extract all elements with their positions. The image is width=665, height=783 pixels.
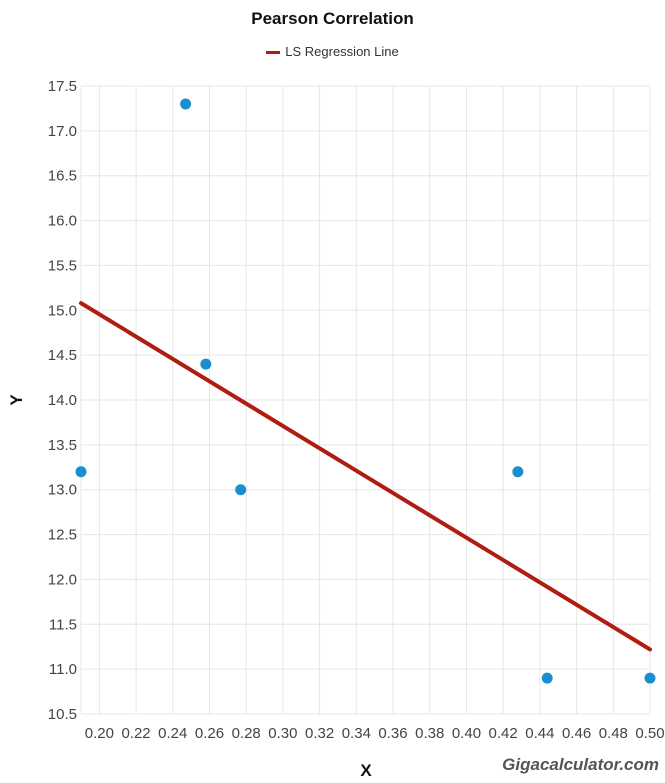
x-tick-label: 0.48	[599, 725, 628, 742]
legend-swatch-regression	[266, 51, 281, 55]
y-tick-label: 12.5	[48, 527, 77, 544]
legend-label-regression: LS Regression Line	[285, 44, 399, 59]
chart-title: Pearson Correlation	[251, 9, 414, 28]
y-tick-label: 15.0	[48, 302, 77, 319]
x-tick-label: 0.22	[121, 725, 150, 742]
x-tick-label: 0.30	[268, 725, 297, 742]
y-tick-label: 17.5	[48, 78, 77, 95]
y-axis-label: Y	[7, 394, 26, 406]
x-tick-label: 0.24	[158, 725, 187, 742]
x-tick-label: 0.36	[378, 725, 407, 742]
y-tick-label: 13.0	[48, 482, 77, 499]
y-tick-label: 13.5	[48, 437, 77, 454]
x-tick-label: 0.28	[232, 725, 261, 742]
y-tick-label: 10.5	[48, 706, 77, 723]
watermark: Gigacalculator.com	[502, 755, 659, 774]
y-tick-label: 11.5	[49, 616, 77, 633]
x-tick-label: 0.50	[635, 725, 664, 742]
scatter-point	[200, 358, 212, 370]
x-tick-label: 0.20	[85, 725, 114, 742]
y-tick-label: 17.0	[48, 123, 77, 140]
scatter-point	[541, 672, 553, 684]
x-tick-label: 0.34	[342, 725, 371, 742]
x-axis-label: X	[360, 761, 372, 780]
x-tick-label: 0.40	[452, 725, 481, 742]
x-tick-label: 0.42	[489, 725, 518, 742]
y-tick-label: 15.5	[48, 257, 77, 274]
scatter-point	[180, 98, 192, 110]
x-tick-label: 0.38	[415, 725, 444, 742]
x-tick-label: 0.44	[525, 725, 554, 742]
y-tick-label: 12.0	[48, 571, 77, 588]
legend[interactable]: LS Regression Line	[0, 44, 665, 59]
x-tick-label: 0.26	[195, 725, 224, 742]
y-tick-label: 16.5	[48, 168, 77, 185]
scatter-point	[644, 672, 656, 684]
regression-line	[79, 301, 652, 652]
y-tick-label: 11.0	[49, 661, 77, 678]
scatter-point	[235, 484, 247, 496]
scatter-point	[75, 466, 87, 478]
y-tick-label: 14.5	[48, 347, 77, 364]
y-tick-label: 14.0	[48, 392, 77, 409]
y-tick-label: 16.0	[48, 213, 77, 230]
x-tick-label: 0.32	[305, 725, 334, 742]
scatter-point	[512, 466, 524, 478]
x-tick-label: 0.46	[562, 725, 591, 742]
